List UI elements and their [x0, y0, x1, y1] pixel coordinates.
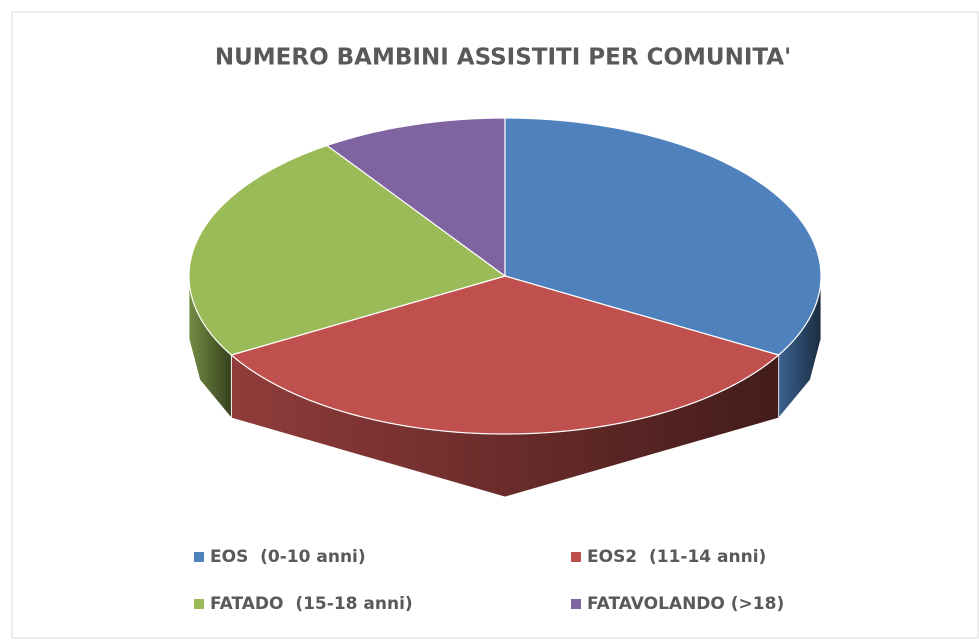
chart-title: NUMERO BAMBINI ASSISTITI PER COMUNITA' — [215, 45, 791, 71]
slice — [188, 144, 507, 356]
slice — [504, 117, 822, 356]
legend-label: FATADO (15-18 anni) — [210, 594, 413, 614]
legend-swatch — [194, 599, 204, 609]
legend-label: FATAVOLANDO (>18) — [587, 594, 784, 614]
legend-swatch — [194, 552, 204, 562]
legend-swatch — [571, 552, 581, 562]
slice — [325, 117, 506, 278]
legend-label: EOS2 (11-14 anni) — [587, 547, 766, 567]
legend-label: EOS (0-10 anni) — [210, 547, 366, 567]
slice — [230, 275, 780, 435]
legend-swatch — [571, 599, 581, 609]
